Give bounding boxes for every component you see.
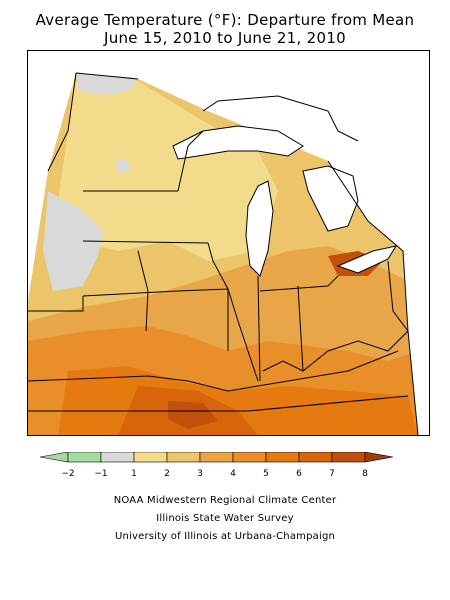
legend-bin-6-7 <box>298 452 333 463</box>
legend-tick-label: −2 <box>61 469 74 479</box>
legend-arrow-low <box>40 452 69 463</box>
legend-tick-label: 8 <box>362 469 368 479</box>
legend-bin-2-3 <box>166 452 201 463</box>
legend-tick-label: 1 <box>131 469 137 479</box>
legend-bin-7-8 <box>331 452 366 463</box>
legend-tick-label: −1 <box>94 469 107 479</box>
credit-isws: Illinois State Water Survey <box>156 513 294 524</box>
legend-tick-label: 2 <box>164 469 170 479</box>
legend-tick-label: 3 <box>197 469 203 479</box>
fill-near-normal-spot <box>116 159 130 173</box>
legend-bin-minus2-minus1 <box>67 452 102 463</box>
color-scale-legend: −2 −1 1 2 3 4 5 6 7 8 <box>40 452 394 479</box>
legend-tick-label: 4 <box>230 469 236 479</box>
fill-near-normal-north <box>76 73 138 95</box>
temperature-departure-map <box>27 50 430 436</box>
legend-tick-label: 5 <box>263 469 269 479</box>
credit-noaa: NOAA Midwestern Regional Climate Center <box>113 495 337 506</box>
lake-huron <box>302 165 359 232</box>
legend-tick-label: 7 <box>329 469 335 479</box>
credit-uiuc: University of Illinois at Urbana-Champai… <box>114 531 336 542</box>
legend-tick-label: 6 <box>296 469 302 479</box>
legend-bin-5-6 <box>265 452 300 463</box>
lake-michigan <box>245 180 274 277</box>
map-date-range: June 15, 2010 to June 21, 2010 <box>103 29 347 47</box>
map-title: Average Temperature (°F): Departure from… <box>35 11 415 29</box>
great-lakes <box>172 125 398 277</box>
shaded-region <box>28 73 418 435</box>
state-boundaries <box>28 72 419 435</box>
lake-erie <box>336 245 398 274</box>
legend-bin-1-2 <box>133 452 168 463</box>
legend-bin-3-4 <box>199 452 234 463</box>
lake-superior <box>172 125 304 160</box>
fill-near-normal-west <box>43 191 103 291</box>
fill-1-to-2 <box>58 81 278 261</box>
map-canvas <box>28 72 419 435</box>
fill-7-to-8 <box>168 401 218 429</box>
legend-arrow-high <box>364 452 394 463</box>
legend-bin-4-5 <box>232 452 267 463</box>
legend-bin-minus1-1 <box>100 452 135 463</box>
